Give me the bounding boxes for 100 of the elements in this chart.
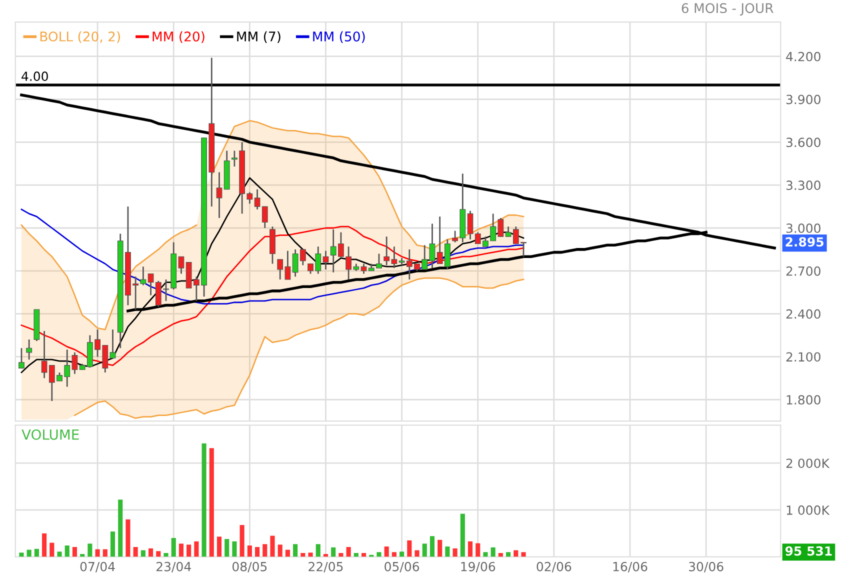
bar: [445, 546, 450, 557]
x-tick-label: 02/06: [536, 562, 572, 572]
bar: [392, 552, 396, 557]
bar: [514, 550, 518, 557]
x-tick-label: 05/06: [384, 562, 420, 572]
text: 2.895: [786, 237, 824, 247]
legend-label: MM (20): [152, 31, 204, 44]
y-tick-label: 2.700: [786, 266, 820, 276]
bar: [34, 548, 39, 557]
bar: [240, 524, 244, 557]
x-tick-label: 23/04: [156, 562, 191, 572]
bar: [308, 552, 313, 557]
bar: [521, 552, 526, 557]
text: 95 531: [785, 546, 832, 556]
chart-subtitle: 6 MOIS - JOUR: [682, 3, 774, 16]
bar: [354, 553, 358, 557]
y-tick-label: 2 000K: [786, 458, 830, 468]
y-tick-label: 3.300: [786, 180, 820, 190]
bar: [285, 550, 290, 557]
bar: [194, 541, 199, 557]
bar: [42, 533, 47, 557]
legend-label: MM (7): [237, 31, 280, 44]
line-series: [20, 208, 524, 304]
y-tick-label: 1.800: [786, 395, 820, 405]
y-tick-label: 3.000: [786, 223, 820, 233]
bar: [452, 548, 458, 557]
bar: [102, 549, 108, 557]
bar: [376, 552, 382, 557]
bar: [468, 541, 473, 557]
y-tick-label: 4.200: [786, 52, 820, 62]
bar: [300, 553, 306, 557]
y-tick-label: 2.400: [786, 309, 820, 319]
bar: [262, 544, 268, 557]
bar: [72, 546, 78, 557]
candlestick: [110, 328, 116, 359]
x-tick-label: 19/06: [461, 562, 496, 572]
candlestick: [18, 347, 24, 369]
bar: [148, 548, 154, 557]
bar: [255, 546, 260, 557]
y-tick-label: 3.900: [786, 94, 820, 104]
ref-line-label: 4.00: [22, 72, 48, 81]
bar: [171, 538, 176, 557]
bar: [133, 546, 138, 557]
bar: [118, 500, 123, 557]
bar: [178, 544, 184, 557]
bar: [110, 532, 116, 557]
bar: [156, 551, 161, 557]
bar: [202, 443, 206, 557]
bar: [430, 536, 435, 557]
candlestick: [26, 338, 32, 360]
bar: [232, 541, 237, 557]
bar: [483, 552, 488, 557]
bar: [316, 544, 320, 557]
bar: [209, 448, 214, 557]
bar: [293, 544, 298, 557]
x-tick-label: 30/06: [689, 562, 724, 572]
candlestick: [322, 250, 329, 270]
bar: [506, 552, 511, 557]
bar: [270, 536, 275, 557]
bar: [414, 550, 420, 557]
bar: [164, 553, 168, 557]
bar: [247, 546, 252, 557]
bar: [498, 553, 503, 557]
bar: [216, 536, 222, 557]
x-tick-label: 08/05: [232, 562, 267, 572]
bar: [224, 538, 230, 557]
chart-title: VOLUME: [22, 429, 79, 440]
bar: [384, 546, 389, 557]
bar: [361, 553, 366, 557]
bar: [438, 540, 442, 557]
x-tick-label: 16/06: [613, 562, 648, 572]
bar: [140, 550, 146, 557]
bar: [346, 546, 351, 557]
bar: [26, 550, 32, 557]
bar: [88, 544, 92, 557]
bar: [400, 552, 404, 557]
bar: [476, 543, 480, 557]
legend-label: BOLL (20, 2): [40, 31, 120, 44]
bar: [460, 514, 465, 557]
line-series: [74, 277, 524, 419]
y-tick-label: 3.600: [786, 138, 820, 148]
bar: [338, 553, 344, 557]
x-tick-label: 22/05: [308, 562, 343, 572]
bar: [422, 544, 427, 557]
bar: [95, 549, 100, 557]
bar: [19, 552, 24, 557]
bar: [331, 547, 336, 557]
bar: [186, 544, 192, 557]
bar: [278, 544, 282, 557]
y-tick-label: 1 000K: [786, 505, 830, 515]
candlestick: [216, 172, 222, 219]
bar: [64, 546, 70, 557]
bar: [50, 542, 54, 557]
legend-label: MM (50): [313, 31, 365, 44]
x-tick-label: 07/04: [80, 562, 115, 572]
bar: [126, 519, 130, 557]
bar: [490, 547, 496, 557]
bar: [407, 540, 412, 557]
y-tick-label: 2.100: [786, 352, 820, 362]
bar: [57, 552, 62, 557]
